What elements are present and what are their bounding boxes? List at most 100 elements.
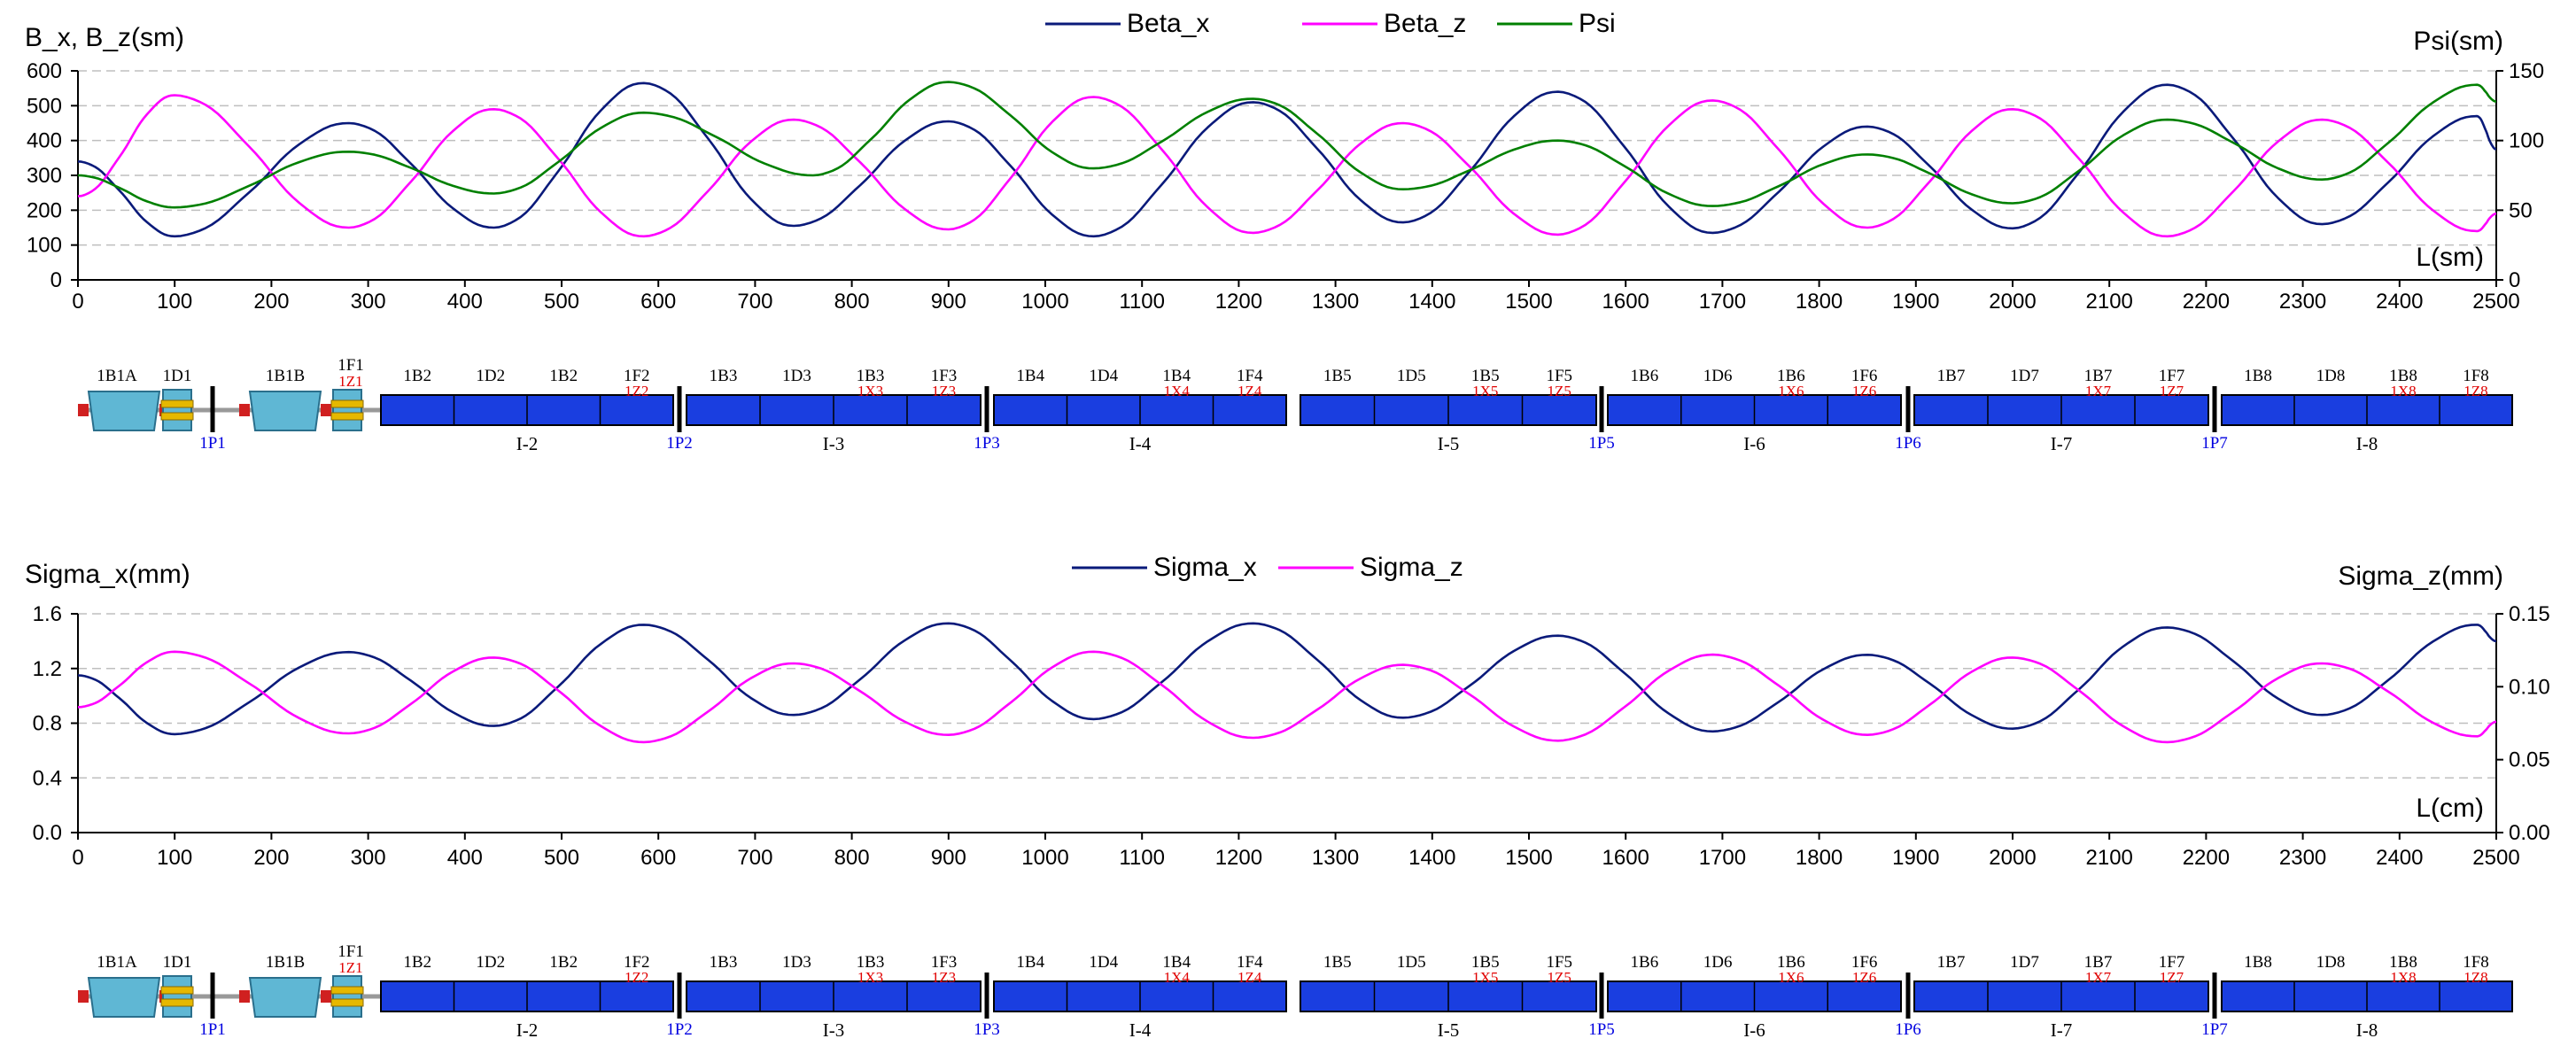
corrector-label: 1Z6 <box>1852 383 1876 399</box>
x-tick-label: 2000 <box>1989 290 2036 314</box>
legend-label: Sigma_x <box>1153 553 1257 582</box>
magnet-label: 1D5 <box>1397 953 1426 972</box>
y-right-tick-label: 50 <box>2509 198 2533 222</box>
magnet-label: 1D2 <box>476 953 505 972</box>
x-tick-label: 100 <box>157 846 192 870</box>
corrector-label: 1Z4 <box>1238 969 1262 986</box>
quad-1f1-icon <box>332 389 362 431</box>
pickup-label: 1P7 <box>2201 434 2228 453</box>
x-tick-label: 1200 <box>1215 290 1262 314</box>
magnet-label: 1B6 <box>1631 953 1659 972</box>
magnet-label: 1B8 <box>2389 953 2417 972</box>
y-tick-label: 100 <box>27 234 62 258</box>
segment-name: I-3 <box>823 1019 845 1041</box>
x-tick-label: 2100 <box>2086 290 2133 314</box>
quad-coil-icon <box>330 986 364 995</box>
magnet-label: 1B1B <box>266 367 305 385</box>
x-tick-label: 1900 <box>1892 846 1939 870</box>
magnet-label: 1B7 <box>2084 953 2113 972</box>
magnet-label: 1B6 <box>1777 367 1805 385</box>
magnet-label: 1B6 <box>1777 953 1805 972</box>
magnet-label: 1B3 <box>710 953 738 972</box>
x-tick-label: 100 <box>157 290 192 314</box>
x-tick-label: 900 <box>931 846 966 870</box>
magnet-label: 1D3 <box>782 953 811 972</box>
quad-1f1-icon <box>332 975 362 1018</box>
y-tick-label: 200 <box>27 198 62 222</box>
magnet-label: 1B4 <box>1162 367 1191 385</box>
x-tick-label: 1800 <box>1796 290 1843 314</box>
quad-coil-icon <box>160 998 194 1007</box>
x-tick-label: 2400 <box>2376 846 2423 870</box>
y-right-tick-label: 0.15 <box>2509 602 2550 626</box>
corrector-label: 1Z7 <box>2160 969 2184 986</box>
y-right-tick-label: 0.10 <box>2509 675 2550 699</box>
y-tick-label: 1.6 <box>33 602 62 626</box>
legend-label: Sigma_z <box>1360 553 1463 582</box>
corrector-label: 1Z7 <box>2160 383 2184 399</box>
y-tick-label: 0.0 <box>33 821 62 845</box>
dipole-coil-icon <box>239 990 250 1003</box>
x-tick-label: 2500 <box>2472 290 2519 314</box>
x-tick-label: 1500 <box>1505 846 1552 870</box>
segment-name: I-6 <box>1743 1019 1765 1041</box>
magnet-label: 1B6 <box>1631 367 1659 385</box>
corrector-label: 1X3 <box>857 383 883 399</box>
magnet-label: 1B5 <box>1323 953 1352 972</box>
corrector-label: 1X6 <box>1778 969 1804 986</box>
x-tick-label: 400 <box>447 846 483 870</box>
pickup-label: 1P1 <box>199 434 226 453</box>
x-tick-label: 1000 <box>1021 290 1068 314</box>
corrector-label: 1X8 <box>2390 969 2416 986</box>
magnet-label: 1D8 <box>2316 367 2346 385</box>
x-tick-label: 2300 <box>2279 290 2326 314</box>
magnet-label: 1B3 <box>857 367 885 385</box>
x-tick-label: 700 <box>737 290 772 314</box>
pickup-label: 1P6 <box>1895 434 1921 453</box>
magnet-label: 1F7 <box>2159 953 2185 972</box>
magnet-label: 1F8 <box>2463 953 2489 972</box>
corrector-label: 1Z5 <box>1548 969 1571 986</box>
magnet-label: 1D3 <box>782 367 811 385</box>
magnet-label: 1B7 <box>2084 367 2113 385</box>
magnet-label: 1F2 <box>624 953 650 972</box>
x-tick-label: 2500 <box>2472 846 2519 870</box>
segment-name: I-8 <box>2356 433 2378 454</box>
pickup-label: 1P3 <box>974 434 1000 453</box>
magnet-label: 1F7 <box>2159 367 2185 385</box>
x-axis-label: L(cm) <box>2416 794 2484 823</box>
dipole-coil-icon <box>321 990 331 1003</box>
x-tick-label: 1500 <box>1505 290 1552 314</box>
x-tick-label: 500 <box>544 846 579 870</box>
chart-2: 0.0 0.4 0.8 1.2 1.6 0.00 0.05 0.10 0.15 0 100 200 30… <box>25 553 2550 870</box>
corrector-label: 1Z8 <box>2463 969 2487 986</box>
corrector-label: 1X7 <box>2085 969 2112 986</box>
quad-1d1-icon <box>162 975 192 1018</box>
x-tick-label: 1300 <box>1312 846 1359 870</box>
segment-name: I-8 <box>2356 1019 2378 1041</box>
y-tick-label: 400 <box>27 129 62 153</box>
quad-coil-icon <box>330 412 364 421</box>
corrector-label: 1X5 <box>1472 383 1498 399</box>
pickup-label: 1P1 <box>199 1020 226 1039</box>
magnet-label: 1B8 <box>2244 953 2272 972</box>
magnet-label: 1D4 <box>1089 953 1118 972</box>
dipole-coil-icon <box>78 404 89 416</box>
magnet-label: 1F4 <box>1237 367 1263 385</box>
magnet-label: 1B1B <box>266 953 305 972</box>
x-tick-label: 2200 <box>2183 846 2230 870</box>
magnet-label: 1B2 <box>403 953 431 972</box>
corrector-label: 1Z5 <box>1548 383 1571 399</box>
corrector-label: 1Z2 <box>625 969 648 986</box>
magnet-label: 1D1 <box>163 953 192 972</box>
segment-name: I-5 <box>1438 1019 1460 1041</box>
magnet-label: 1F3 <box>931 953 958 972</box>
y-tick-label: 300 <box>27 164 62 188</box>
x-tick-label: 1600 <box>1602 846 1649 870</box>
y-axis-label: B_x, B_z(sm) <box>25 23 184 52</box>
corrector-label: 1X8 <box>2390 383 2416 399</box>
corrector-label: 1X4 <box>1164 383 1191 399</box>
corrector-label: 1X5 <box>1472 969 1498 986</box>
series-line-sigma_x <box>77 622 2497 736</box>
